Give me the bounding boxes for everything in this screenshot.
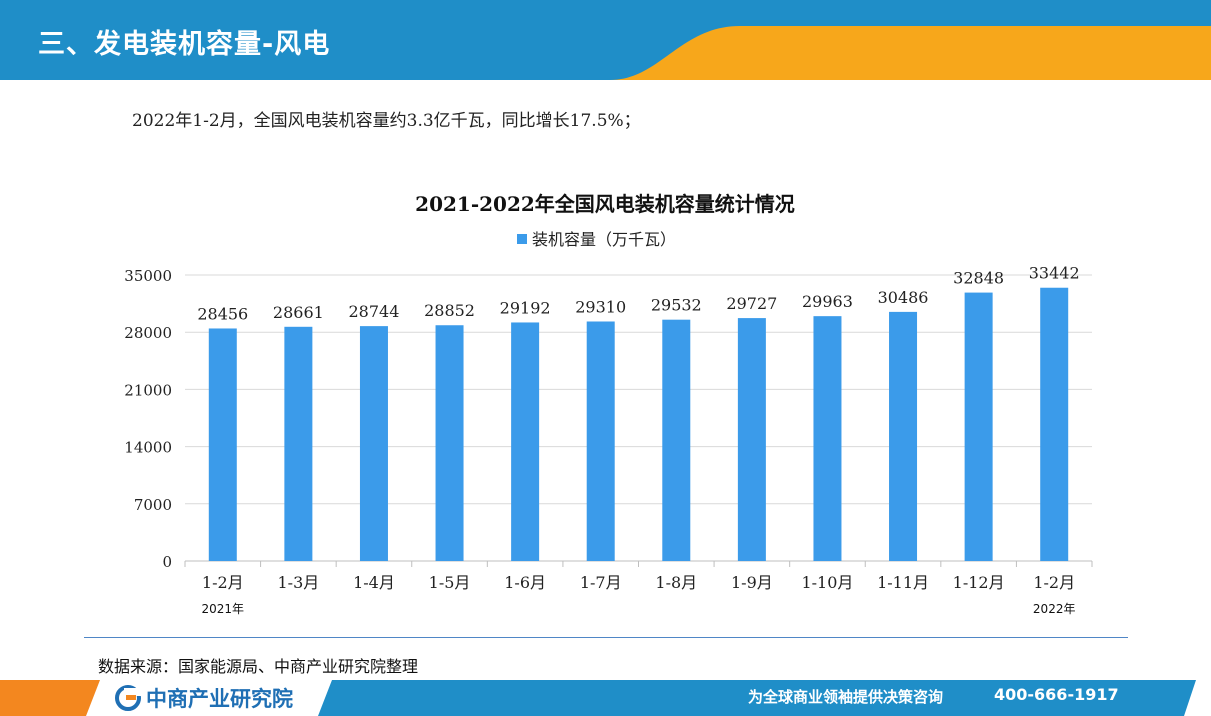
bar-chart: 2021-2022年全国风电装机容量统计情况 装机容量（万千瓦） 0 7000 14… <box>124 192 1093 616</box>
x-tick-label: 1-7月 <box>580 573 622 592</box>
y-tick-label: 21000 <box>124 381 172 399</box>
x-tick-label: 1-2月 <box>202 573 244 592</box>
bar <box>208 328 237 561</box>
data-label: 28661 <box>273 303 324 322</box>
bar <box>737 318 766 561</box>
summary-text: 2022年1-2月，全国风电装机容量约3.3亿千瓦，同比增长17.5%； <box>132 111 641 131</box>
bar <box>889 311 918 561</box>
bar <box>511 322 540 561</box>
bar <box>813 316 842 561</box>
x-year-label: 2022年 <box>1033 602 1076 616</box>
data-label: 29192 <box>500 298 551 317</box>
data-source: 数据来源：国家能源局、中商产业研究院整理 <box>98 657 419 676</box>
data-label: 29532 <box>651 296 702 315</box>
footer-phone[interactable]: 400-666-1917 <box>994 685 1119 704</box>
y-tick-label: 35000 <box>124 267 172 285</box>
bar <box>662 319 691 561</box>
x-tick-label: 1-4月 <box>353 573 395 592</box>
x-tick-label: 1-8月 <box>655 573 697 592</box>
askci-logo-icon <box>115 685 144 711</box>
bar <box>964 292 993 561</box>
bar <box>435 325 464 561</box>
footer-bar <box>0 680 1196 716</box>
chart-title: 2021-2022年全国风电装机容量统计情况 <box>415 192 795 216</box>
x-tick-label: 1-2月 <box>1033 573 1075 592</box>
data-label: 28852 <box>424 301 475 320</box>
x-tick-label: 1-3月 <box>277 573 319 592</box>
data-label: 30486 <box>878 288 929 307</box>
bar <box>586 321 615 561</box>
data-label: 29310 <box>575 297 626 316</box>
data-label: 29963 <box>802 292 853 311</box>
x-tick-label: 1-10月 <box>801 573 853 592</box>
y-tick-label: 28000 <box>124 324 172 342</box>
legend-label: 装机容量（万千瓦） <box>532 230 676 249</box>
header-bar <box>0 0 1211 80</box>
bar <box>1040 287 1069 561</box>
data-label: 28456 <box>197 304 248 323</box>
y-tick-label: 14000 <box>124 439 172 457</box>
y-tick-label: 7000 <box>134 496 172 514</box>
x-tick-label: 1-9月 <box>731 573 773 592</box>
data-label: 33442 <box>1029 264 1080 283</box>
x-tick-label: 1-6月 <box>504 573 546 592</box>
data-label: 29727 <box>726 294 777 313</box>
page-title: 三、发电装机容量-风电 <box>38 29 331 60</box>
footer-logo-text: 中商产业研究院 <box>146 687 293 711</box>
x-tick-label: 1-11月 <box>877 573 929 592</box>
data-label: 28744 <box>349 302 400 321</box>
legend-swatch <box>517 234 527 244</box>
x-tick-label: 1-5月 <box>429 573 471 592</box>
bar <box>359 326 388 561</box>
data-label: 32848 <box>953 269 1004 288</box>
source-divider <box>84 637 1128 638</box>
y-tick-label: 0 <box>162 553 172 571</box>
x-tick-label: 1-12月 <box>953 573 1005 592</box>
bar <box>284 326 313 561</box>
x-year-label: 2021年 <box>202 602 245 616</box>
footer-slogan: 为全球商业领袖提供决策咨询 <box>748 688 944 706</box>
